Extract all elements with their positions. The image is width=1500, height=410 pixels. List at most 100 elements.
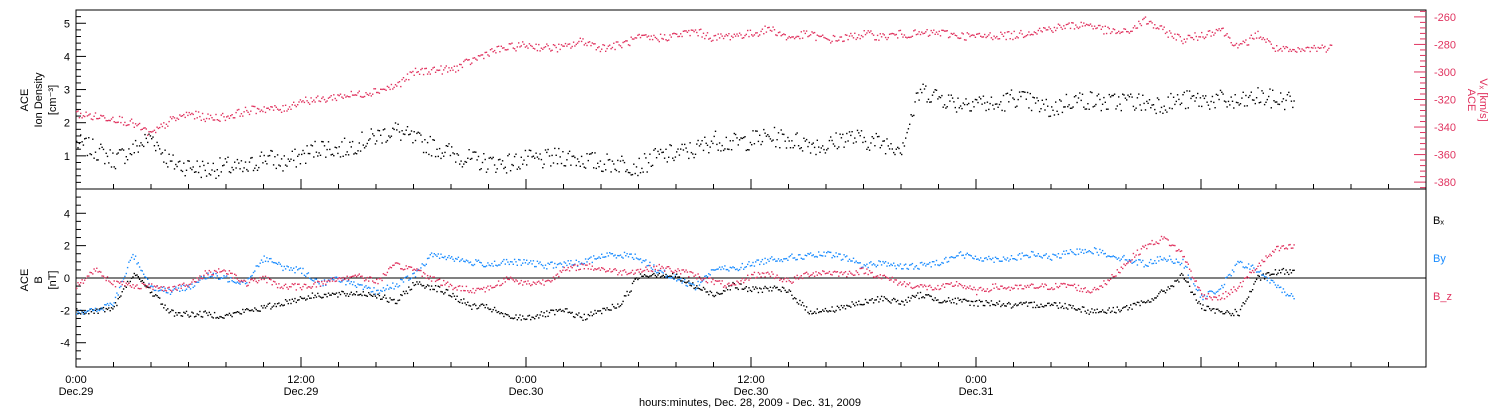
vx-point: [105, 119, 107, 122]
Bz-point: [870, 272, 872, 274]
Bz-point: [985, 290, 987, 292]
By-point: [686, 285, 689, 287]
By-point: [890, 263, 892, 265]
By-point: [575, 259, 577, 261]
Bx-point: [1225, 311, 1227, 314]
density-point: [676, 151, 678, 153]
vx-point: [875, 39, 877, 41]
Bz-point: [1152, 243, 1155, 246]
vx-point: [1245, 39, 1247, 41]
Bx-point: [1138, 301, 1140, 304]
Bz-point: [309, 286, 311, 288]
Bx-point: [254, 307, 256, 309]
vx-point: [909, 36, 911, 39]
Bx-point: [693, 287, 695, 290]
vx-point: [176, 117, 178, 119]
vx-point: [1089, 23, 1092, 25]
density-point: [185, 169, 188, 171]
density-point: [334, 146, 336, 148]
vx-point: [192, 113, 194, 116]
By-point: [461, 258, 464, 260]
Bx-point: [637, 278, 639, 281]
Bx-point: [116, 304, 118, 307]
Bz-point: [923, 284, 926, 286]
vx-point: [1205, 36, 1207, 38]
Bz-point: [355, 275, 358, 278]
Bz-point: [1230, 288, 1232, 291]
Bx-point: [784, 289, 786, 292]
Bz-point: [998, 288, 1001, 290]
Bx-point: [425, 286, 427, 288]
By-point: [330, 277, 332, 279]
By-point: [1250, 265, 1252, 267]
vx-point: [1016, 36, 1018, 38]
Bz-point: [974, 288, 977, 291]
Bz-point: [1126, 263, 1128, 265]
By-point: [444, 255, 446, 258]
density-point: [586, 153, 588, 155]
Bz-point: [1026, 284, 1029, 287]
Bz-point: [1065, 286, 1068, 288]
vx-point: [1021, 33, 1023, 35]
Bz-point: [852, 274, 855, 276]
By-point: [1231, 269, 1234, 271]
vx-point: [793, 37, 796, 40]
Bz-point: [1158, 242, 1160, 245]
density-point: [1018, 91, 1021, 93]
Bz-point: [271, 284, 273, 286]
density-point: [637, 174, 639, 177]
density-point: [1284, 108, 1286, 111]
Bz-point: [1063, 282, 1065, 285]
density-point: [629, 172, 631, 174]
Bz-point: [203, 274, 205, 277]
Bx-point: [663, 276, 666, 278]
Bz-point: [937, 284, 939, 287]
Bx-point: [680, 280, 682, 282]
vx-point: [283, 110, 285, 112]
By-point: [955, 255, 958, 257]
By-point: [1030, 250, 1033, 253]
density-point: [1036, 97, 1038, 99]
vx-point: [791, 36, 793, 38]
Bz-point: [823, 270, 825, 273]
vx-point: [862, 36, 864, 38]
vx-point: [451, 67, 453, 69]
Bz-point: [388, 268, 390, 270]
Bx-point: [157, 296, 160, 299]
By-point: [634, 253, 636, 255]
By-point: [661, 271, 663, 273]
Bx-point: [899, 303, 902, 305]
density-point: [347, 154, 350, 156]
density-point: [939, 96, 942, 99]
Bz-point: [617, 274, 619, 276]
Bz-point: [1109, 278, 1112, 280]
density-point: [898, 147, 900, 150]
density-point: [931, 94, 934, 96]
density-point: [1089, 91, 1092, 93]
density-point: [1085, 108, 1088, 110]
density-point: [598, 166, 600, 168]
Bx-point: [362, 291, 364, 293]
Bx-point: [887, 300, 889, 302]
Bz-point: [509, 276, 512, 278]
By-point: [969, 254, 971, 256]
vx-point: [321, 97, 323, 100]
Bz-point: [250, 279, 252, 281]
By-point: [765, 262, 768, 264]
Bx-point: [875, 299, 877, 301]
Bx-point: [512, 317, 514, 320]
Bz-point: [232, 277, 235, 279]
vx-point: [1033, 31, 1035, 33]
vx-point: [593, 43, 595, 45]
Bz-point: [1072, 284, 1074, 287]
density-point: [813, 146, 816, 149]
density-point: [709, 146, 711, 148]
Bz-point: [886, 276, 888, 279]
vx-point: [1112, 28, 1114, 30]
vx-point: [1201, 31, 1203, 34]
By-point: [524, 262, 527, 264]
Bx-point: [353, 293, 355, 295]
vx-point: [1305, 47, 1307, 49]
By-point: [602, 256, 604, 258]
density-point: [1218, 98, 1220, 101]
